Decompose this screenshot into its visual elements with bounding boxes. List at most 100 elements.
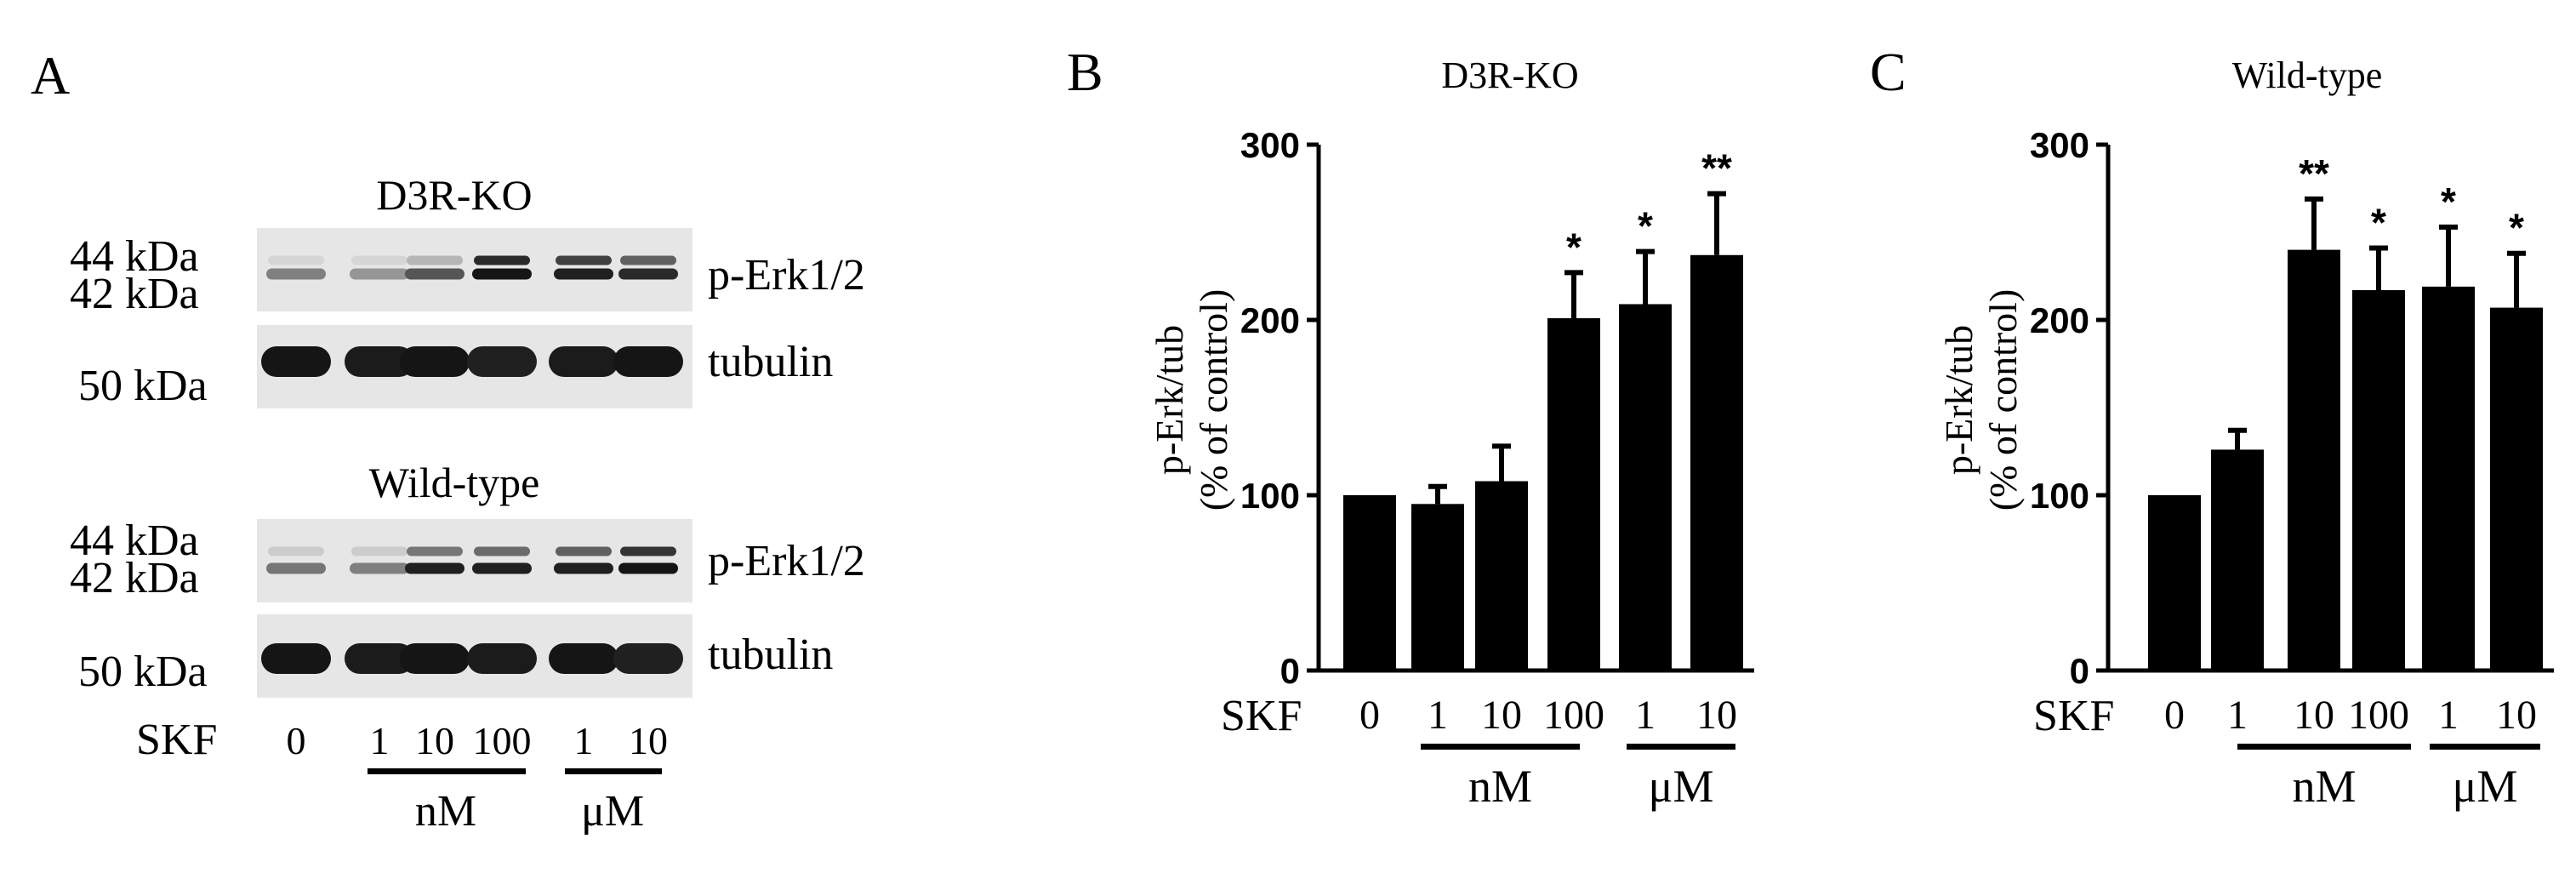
b0-tubulin-band-lane-6 bbox=[613, 346, 683, 377]
chart-1-sig-3: ** bbox=[2299, 151, 2329, 196]
chart-1-category-4: 100 bbox=[2348, 693, 2409, 738]
b1-perk-upper-band-lane-4 bbox=[474, 546, 530, 556]
chart-0-ylabel-2: (% of control) bbox=[1192, 289, 1235, 511]
chart-1-category-3: 10 bbox=[2294, 693, 2334, 738]
blot-dose-axis: SKF 0 1 10 100 1 10 nM μM bbox=[136, 716, 668, 836]
chart-1-category-2: 1 bbox=[2227, 693, 2248, 738]
blot-wildtype-title: Wild-type bbox=[369, 459, 540, 506]
b0-perk-lower-band-lane-2 bbox=[350, 268, 409, 280]
b0-tubulin-band-lane-3 bbox=[400, 346, 470, 377]
b1-perk-lower-band-lane-3 bbox=[405, 562, 464, 574]
b1-perk-upper-band-lane-6 bbox=[620, 546, 676, 556]
panel-c-letter: C bbox=[1870, 42, 1906, 102]
blot-wildtype-mw-44: 44 kDa bbox=[70, 516, 199, 565]
blot-d3rko-tubulin-label: tubulin bbox=[708, 338, 833, 386]
b1-tubulin-band-lane-4 bbox=[467, 643, 537, 674]
chart-1-unit-bracket-1 bbox=[2237, 744, 2411, 750]
blot-um-bracket bbox=[565, 768, 662, 774]
blot-dose-10-um: 10 bbox=[629, 719, 668, 762]
chart-1-bar-4 bbox=[2352, 289, 2405, 670]
b1-tubulin-band-lane-1 bbox=[261, 643, 331, 674]
b0-perk-lower-band-lane-5 bbox=[554, 268, 613, 280]
chart-1-bar-1 bbox=[2148, 495, 2201, 670]
chart-0-category-6: 10 bbox=[1696, 693, 1737, 738]
chart-0-unit-2: μM bbox=[1649, 761, 1714, 812]
b1-perk-lower-band-lane-4 bbox=[472, 562, 532, 574]
b1-perk-lower-band-lane-2 bbox=[350, 562, 409, 574]
chart-0-ytick-label-0: 0 bbox=[1280, 651, 1300, 691]
chart-0-ytick-label-1: 100 bbox=[1240, 476, 1300, 516]
chart-1-bar-2 bbox=[2211, 449, 2264, 670]
chart-0-category-1: 0 bbox=[1359, 693, 1380, 738]
b0-perk-upper-band-lane-4 bbox=[474, 255, 530, 265]
blot-dose-1: 1 bbox=[370, 719, 390, 762]
blot-skf-label: SKF bbox=[136, 716, 217, 764]
blot-d3rko-perk-bands bbox=[266, 255, 678, 280]
chart-0-category-5: 1 bbox=[1635, 693, 1656, 738]
chart-0-xlabel: SKF bbox=[1221, 692, 1302, 740]
blot-dose-0: 0 bbox=[287, 719, 306, 762]
chart-0-bar-2 bbox=[1411, 504, 1464, 670]
b0-perk-upper-band-lane-1 bbox=[268, 255, 324, 265]
b1-perk-lower-band-lane-5 bbox=[554, 562, 613, 574]
chart-1-title: Wild-type bbox=[2232, 54, 2383, 96]
chart-0-bar-1 bbox=[1343, 495, 1396, 670]
b1-perk-upper-band-lane-2 bbox=[351, 546, 407, 556]
chart-0-bar-6 bbox=[1690, 254, 1743, 670]
blot-dose-100: 100 bbox=[473, 719, 532, 762]
blot-wildtype: Wild-type 44 kDa 42 kDa p-Erk1/2 50 kDa … bbox=[70, 459, 865, 698]
chart-0-category-4: 100 bbox=[1543, 693, 1604, 738]
blot-nm-bracket bbox=[368, 768, 526, 774]
b0-tubulin-band-lane-1 bbox=[261, 346, 331, 377]
panel-b-letter: B bbox=[1067, 42, 1103, 102]
panel-a-letter: A bbox=[31, 45, 70, 106]
chart-1-ytick-label-3: 300 bbox=[2030, 125, 2089, 165]
b1-perk-upper-band-lane-3 bbox=[407, 546, 463, 556]
blot-wildtype-tubulin-bands bbox=[261, 643, 683, 674]
b1-tubulin-band-lane-2 bbox=[345, 643, 414, 674]
b1-tubulin-band-lane-3 bbox=[400, 643, 470, 674]
blot-wildtype-tubulin-label: tubulin bbox=[708, 630, 833, 679]
b0-perk-upper-band-lane-5 bbox=[556, 255, 612, 265]
chart-1-unit-2: μM bbox=[2453, 761, 2518, 812]
b0-tubulin-band-lane-2 bbox=[345, 346, 414, 377]
panel-a: A D3R-KO 44 kDa 42 kDa p-Erk1/2 50 kDa t… bbox=[31, 45, 865, 836]
chart-1-ytick-label-0: 0 bbox=[2070, 651, 2089, 691]
chart-0-bar-3 bbox=[1475, 481, 1528, 670]
chart-0-ytick-label-3: 300 bbox=[1240, 125, 1300, 165]
chart-1-sig-4: * bbox=[2371, 201, 2386, 245]
blot-d3rko: D3R-KO 44 kDa 42 kDa p-Erk1/2 50 kDa tub… bbox=[70, 171, 865, 410]
b0-tubulin-band-lane-5 bbox=[549, 346, 618, 377]
chart-0-title: D3R-KO bbox=[1441, 54, 1578, 96]
chart-1-sig-5: * bbox=[2441, 180, 2456, 224]
blot-dose-1-um: 1 bbox=[574, 719, 594, 762]
b0-perk-upper-band-lane-6 bbox=[620, 255, 676, 265]
b0-perk-lower-band-lane-3 bbox=[405, 268, 464, 280]
blot-unit-um: μM bbox=[581, 787, 644, 836]
blot-d3rko-title: D3R-KO bbox=[376, 171, 532, 219]
chart-0-sig-5: * bbox=[1638, 204, 1653, 248]
b0-perk-upper-band-lane-2 bbox=[351, 255, 407, 265]
blot-dose-10: 10 bbox=[415, 719, 454, 762]
b1-perk-upper-band-lane-1 bbox=[268, 546, 324, 556]
b1-perk-lower-band-lane-1 bbox=[266, 562, 326, 574]
b1-perk-lower-band-lane-6 bbox=[618, 562, 678, 574]
blot-wildtype-mw-50: 50 kDa bbox=[78, 648, 208, 696]
chart-0-unit-bracket-1 bbox=[1421, 744, 1580, 750]
chart-0-category-3: 10 bbox=[1481, 693, 1522, 738]
b0-perk-lower-band-lane-4 bbox=[472, 268, 532, 280]
chart-0-category-2: 1 bbox=[1428, 693, 1448, 738]
chart-0-bar-5 bbox=[1619, 304, 1672, 670]
chart-d3rko: D3R-KO p-Erk/tub (% of control) 0 100 200 300 0… bbox=[1148, 54, 1754, 812]
chart-1-category-6: 10 bbox=[2496, 693, 2537, 738]
chart-1-unit-bracket-2 bbox=[2430, 744, 2540, 750]
blot-wildtype-mw-42: 42 kDa bbox=[70, 554, 199, 602]
blot-wildtype-perk-membrane bbox=[257, 519, 692, 602]
blot-d3rko-mw-42: 42 kDa bbox=[70, 270, 199, 318]
blot-d3rko-tubulin-bands bbox=[261, 346, 683, 377]
chart-1-category-1: 0 bbox=[2164, 693, 2185, 738]
b0-perk-lower-band-lane-1 bbox=[266, 268, 326, 280]
